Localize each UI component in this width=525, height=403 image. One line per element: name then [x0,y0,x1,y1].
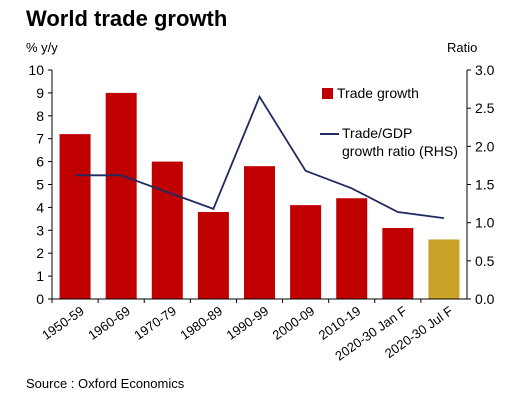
y-axis: 0 1 2 3 4 5 6 7 8 9 10 [28,62,53,307]
bar [59,134,91,299]
source-note: Source : Oxford Economics [26,376,185,391]
y-tick-label: 0 [36,291,44,307]
y2-tick-label: 0.0 [475,291,495,307]
y-tick-label: 10 [28,62,44,78]
y2-tick-label: 1.5 [475,177,495,193]
y-tick-label: 2 [36,245,44,261]
y-tick-label: 8 [36,108,44,124]
y-tick-label: 6 [36,154,44,170]
ratio-line [75,94,445,219]
y2-axis: 0.0 0.5 1.0 1.5 2.0 2.5 3.0 [466,62,495,307]
bar [382,228,414,299]
x-tick-label: 1960-69 [85,303,133,343]
bar [197,211,229,299]
y2-tick-label: 2.5 [475,100,495,116]
chart-title: World trade growth [26,6,228,31]
y2-tick-label: 2.0 [475,138,495,154]
x-tick-label: 1970-79 [131,303,179,343]
bar [428,239,460,299]
x-tick-label: 1950-59 [39,303,87,343]
legend-swatch-trade-growth [322,88,333,99]
x-axis: 1950-591960-691970-791980-891990-992000-… [39,298,467,364]
y-axis-label: % y/y [26,40,58,55]
y2-tick-label: 3.0 [475,62,495,78]
legend: Trade growth Trade/GDP growth ratio (RHS) [320,85,458,159]
y-tick-label: 1 [36,268,44,284]
bar [244,166,275,299]
bar [151,161,183,299]
y2-tick-label: 1.0 [475,215,495,231]
y-tick-label: 7 [36,131,44,147]
bar-series [59,92,460,300]
bar [290,205,322,299]
y-tick-label: 4 [36,199,44,215]
y-tick-label: 3 [36,222,44,238]
x-tick-label: 1980-89 [177,303,225,343]
y-tick-label: 9 [36,85,44,101]
y2-tick-label: 0.5 [475,253,495,269]
line-series [75,94,445,219]
legend-label-ratio: Trade/GDP growth ratio (RHS) [342,125,458,159]
x-tick-label: 1990-99 [224,303,272,343]
y2-axis-label: Ratio [447,40,477,55]
legend-label-trade-growth: Trade growth [337,85,419,101]
bar [105,92,137,300]
bar [336,198,368,299]
y-tick-label: 5 [36,177,44,193]
x-tick-label: 2000-09 [270,303,318,343]
